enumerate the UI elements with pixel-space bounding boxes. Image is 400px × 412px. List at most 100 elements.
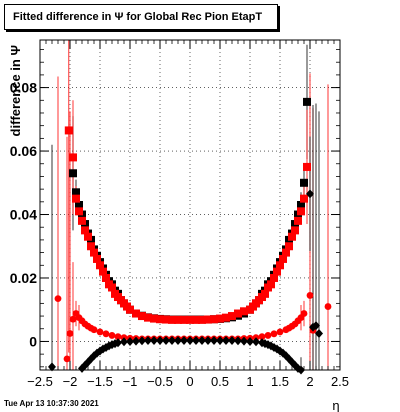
data-point-diamond — [216, 335, 224, 345]
data-point-circle — [114, 333, 122, 341]
data-point-square — [297, 207, 305, 216]
data-point-circle — [306, 292, 314, 299]
data-point-diamond — [186, 335, 194, 345]
data-point-circle — [276, 328, 284, 336]
data-point-circle — [96, 328, 104, 336]
y-tick-label: 0.06 — [10, 143, 37, 159]
data-point-circle — [108, 332, 116, 339]
data-point-square — [69, 169, 77, 178]
data-point-circle — [264, 332, 272, 339]
data-point-square — [102, 273, 110, 282]
data-point-square — [108, 283, 116, 292]
data-markers — [48, 97, 332, 375]
data-point-square — [90, 248, 98, 257]
data-point-square — [273, 267, 281, 276]
x-tick-labels: −2.5 −2 −1.5 −1 −0.5 0 0.5 1 1.5 2 2.5 — [27, 374, 349, 389]
x-tick-label: −2.5 — [27, 374, 53, 389]
data-point-circle — [90, 326, 98, 334]
data-point-diamond — [252, 337, 260, 347]
data-point-square — [222, 313, 230, 322]
timestamp-footer: Tue Apr 13 10:37:30 2021 — [4, 399, 99, 408]
x-tick-label: 0.5 — [211, 374, 229, 389]
data-point-diamond — [138, 336, 146, 346]
data-point-diamond — [312, 321, 320, 331]
data-point-square — [300, 178, 308, 187]
data-point-square — [192, 315, 200, 324]
data-point-diamond — [198, 335, 206, 345]
data-point-circle — [63, 355, 71, 363]
data-point-square — [72, 194, 80, 203]
x-tick-label: 1 — [246, 374, 253, 389]
data-point-square — [138, 312, 146, 321]
data-point-square — [300, 194, 308, 203]
data-point-diamond — [174, 335, 182, 345]
x-tick-label: 1.5 — [271, 374, 289, 389]
data-point-square — [78, 216, 86, 225]
data-point-diamond — [315, 329, 323, 339]
x-axis-label: η — [332, 398, 339, 412]
data-point-square — [288, 232, 296, 241]
data-point-diamond — [210, 335, 218, 345]
data-point-square — [84, 232, 92, 241]
data-point-square — [162, 315, 170, 324]
data-point-circle — [69, 315, 77, 323]
data-point-square — [228, 312, 236, 321]
data-point-square — [156, 315, 164, 324]
data-point-square — [132, 309, 140, 318]
data-point-diamond — [132, 336, 140, 346]
data-point-square — [204, 315, 212, 324]
data-point-square — [297, 201, 305, 209]
y-tick-label: 0.04 — [10, 207, 37, 223]
data-point-square — [81, 226, 89, 235]
x-tick-label: −0.5 — [147, 374, 173, 389]
data-point-square — [240, 307, 248, 316]
data-point-diamond — [246, 336, 254, 346]
data-point-diamond — [240, 336, 248, 346]
data-point-square — [174, 315, 182, 324]
data-point-square — [87, 242, 95, 251]
data-point-square — [69, 153, 77, 162]
data-point-square — [234, 309, 242, 318]
data-point-square — [216, 314, 224, 323]
data-point-circle — [324, 303, 332, 310]
data-point-diamond — [144, 335, 152, 345]
data-point-square — [150, 314, 158, 323]
data-point-square — [75, 207, 83, 216]
y-axis-label: difference in Ψ — [8, 45, 23, 136]
data-point-square — [267, 280, 275, 289]
data-point-square — [180, 315, 188, 324]
data-point-diamond — [120, 337, 128, 347]
data-point-circle — [300, 310, 308, 317]
x-tick-label: −1.5 — [87, 374, 113, 389]
y-tick-labels: 0 0.02 0.04 0.06 0.08 — [10, 80, 37, 350]
x-tick-label: 2.5 — [331, 374, 349, 389]
data-point-square — [291, 226, 299, 235]
x-tick-label: −1 — [123, 374, 138, 389]
data-point-circle — [258, 333, 266, 341]
data-point-square — [72, 188, 80, 197]
y-tick-label: 0.02 — [10, 270, 37, 286]
x-tick-label: −2 — [63, 374, 78, 389]
data-point-diamond — [168, 335, 176, 345]
data-point-diamond — [222, 335, 230, 345]
data-point-circle — [270, 330, 278, 338]
data-point-circle — [66, 330, 74, 337]
data-point-diamond — [126, 336, 134, 346]
data-point-square — [294, 216, 302, 225]
x-tick-label: 2 — [306, 374, 313, 389]
data-point-diamond — [204, 335, 212, 345]
data-point-square — [285, 242, 293, 251]
data-point-square — [144, 313, 152, 322]
data-point-diamond — [180, 335, 188, 345]
data-point-circle — [102, 330, 110, 338]
data-point-square — [93, 254, 101, 263]
data-point-square — [198, 315, 206, 324]
data-point-diamond — [192, 335, 200, 345]
data-point-diamond — [150, 335, 158, 345]
data-point-square — [303, 162, 311, 171]
data-point-square — [282, 248, 290, 257]
data-point-square — [75, 201, 83, 209]
data-point-square — [186, 315, 194, 324]
data-point-square — [261, 289, 269, 298]
